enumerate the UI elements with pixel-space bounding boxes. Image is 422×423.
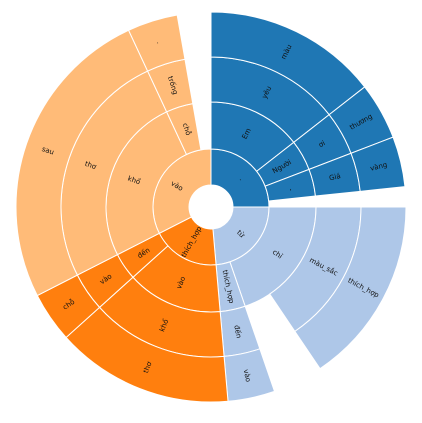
sunburst-label: sau	[41, 145, 55, 157]
sunburst-segment: đến	[219, 305, 261, 357]
sunburst-arc	[350, 136, 406, 192]
sunburst-label: ơi	[317, 139, 326, 149]
sunburst-segment: vàng	[350, 136, 406, 192]
sunburst-label: thơ	[84, 160, 98, 172]
sunburst-segment: .	[127, 14, 186, 72]
sunburst-label: .	[155, 40, 163, 45]
sunburst-label: chỗ	[181, 122, 193, 137]
sunburst-label: thơ	[142, 360, 154, 374]
sunburst-segment: thích_hợp	[294, 206, 407, 370]
sunburst-label: Giá	[328, 172, 341, 183]
sunburst-label: ,	[288, 184, 292, 192]
sunburst-label: vàng	[369, 161, 388, 173]
sunburst-segment: thích_hợp	[158, 216, 217, 266]
sunburst-segment: vào	[223, 348, 276, 402]
sunburst-arc	[294, 206, 407, 370]
sunburst-arc	[127, 14, 186, 72]
sunburst-label: .	[236, 175, 243, 182]
sunburst-segment: vào	[152, 148, 212, 235]
sunburst-label: khổ	[127, 174, 143, 187]
sunburst-label: từ	[235, 229, 246, 240]
sunburst-label: vào	[242, 369, 252, 383]
sunburst-label: đến	[232, 324, 243, 339]
